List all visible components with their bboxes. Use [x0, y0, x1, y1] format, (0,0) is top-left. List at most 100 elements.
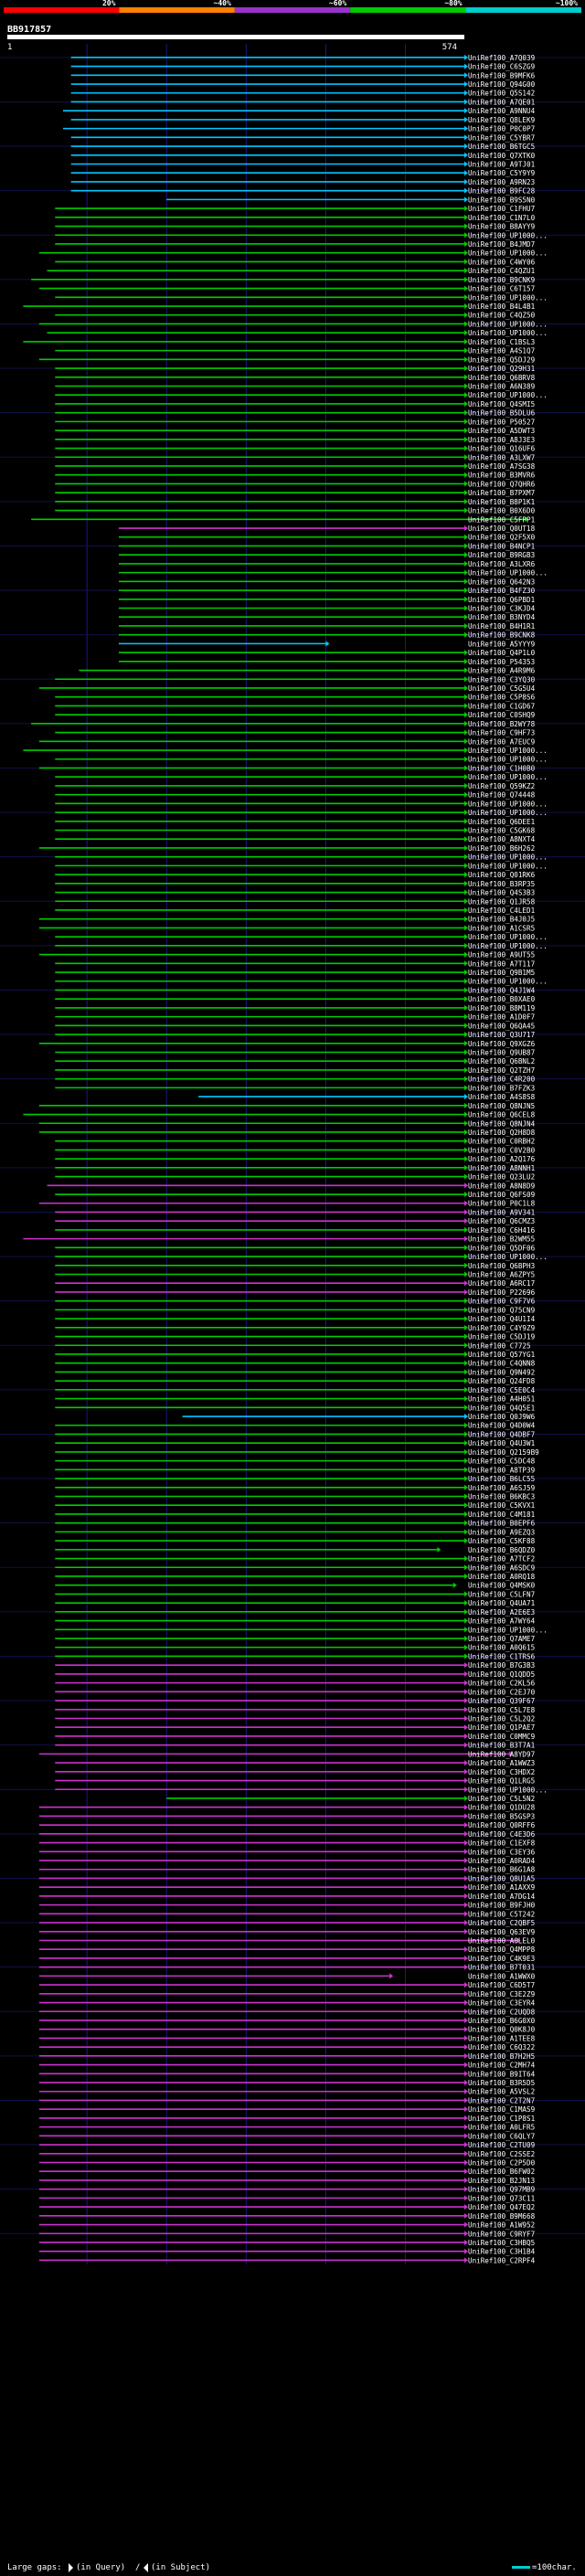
hit-row[interactable]: UniRef100_B7T031 — [38, 1964, 536, 1972]
hit-row[interactable]: UniRef100_Q8NJN5 — [38, 1102, 535, 1110]
hit-label[interactable]: UniRef100_C6H416 — [468, 1226, 536, 1235]
hit-row[interactable]: UniRef100_Q6FS09 — [55, 1191, 536, 1199]
hit-label[interactable]: UniRef100_B6LC55 — [468, 1475, 535, 1483]
hit-row[interactable]: UniRef100_C2QBF5 — [38, 1919, 535, 1927]
hit-row[interactable]: UniRef100_P0C1L8 — [38, 1200, 536, 1208]
hit-row[interactable]: UniRef100_Q9XGZ6 — [38, 1040, 536, 1048]
hit-label[interactable]: UniRef100_B6G1A8 — [468, 1866, 536, 1874]
hit-label[interactable]: UniRef100_A7WY64 — [468, 1617, 536, 1626]
hit-label[interactable]: UniRef100_B7T031 — [468, 1964, 536, 1972]
hit-row[interactable]: UniRef100_B4FZ30 — [118, 587, 536, 595]
hit-row[interactable]: UniRef100_A5DWT3 — [55, 427, 535, 435]
hit-label[interactable]: UniRef100_Q1LRG5 — [468, 1777, 535, 1786]
hit-row[interactable]: UniRef100_C4LED1 — [55, 906, 536, 915]
hit-row[interactable]: UniRef100_C6Q322 — [38, 2043, 535, 2051]
hit-row[interactable]: UniRef100_B8M119 — [55, 1004, 536, 1012]
hit-row[interactable]: UniRef100_A6RC17 — [55, 1279, 535, 1288]
hit-row[interactable]: UniRef100_C5DJ19 — [55, 1333, 536, 1341]
hit-label[interactable]: UniRef100_A5YYY9 — [468, 640, 536, 648]
hit-row[interactable]: UniRef100_C4WY06 — [55, 258, 536, 266]
hit-row[interactable]: UniRef100_C2RPF4 — [38, 2256, 536, 2264]
hit-row[interactable]: UniRef100_C2P5D0 — [38, 2159, 536, 2168]
hit-label[interactable]: UniRef100_Q24FD8 — [468, 1377, 536, 1385]
hit-label[interactable]: UniRef100_C9HF73 — [468, 729, 535, 737]
hit-label[interactable]: UniRef100_A7SG38 — [468, 462, 536, 471]
hit-label[interactable]: UniRef100_Q9N492 — [468, 1368, 535, 1376]
hit-row[interactable]: UniRef100_C4Y9Z9 — [55, 1324, 536, 1332]
hit-label[interactable]: UniRef100_C3YQ30 — [468, 675, 536, 684]
hit-label[interactable]: UniRef100_C5KF88 — [468, 1537, 536, 1545]
hit-row[interactable]: UniRef100_UP1000... — [55, 862, 548, 870]
hit-row[interactable]: UniRef100_Q5DJ29 — [38, 355, 536, 364]
hit-row[interactable]: UniRef100_B7PXM7 — [55, 489, 535, 497]
hit-label[interactable]: UniRef100_B6G0X0 — [468, 2017, 536, 2025]
hit-row[interactable]: UniRef100_Q4SMI5 — [55, 400, 535, 408]
hit-label[interactable]: UniRef100_A7T117 — [468, 959, 535, 968]
hit-row[interactable]: UniRef100_C3YQ30 — [55, 675, 536, 684]
hit-label[interactable]: UniRef100_C5P8S6 — [468, 694, 536, 702]
hit-label[interactable]: UniRef100_P0C0P7 — [468, 125, 535, 133]
hit-row[interactable]: UniRef100_B3R5D5 — [38, 2079, 535, 2087]
hit-row[interactable]: UniRef100_C6SZG9 — [70, 63, 536, 71]
hit-label[interactable]: UniRef100_A0LEL0 — [468, 1937, 536, 1945]
hit-row[interactable]: UniRef100_Q4U3W1 — [55, 1439, 536, 1447]
hit-label[interactable]: UniRef100_A9V341 — [468, 1208, 536, 1216]
hit-row[interactable]: UniRef100_B4JMD7 — [55, 240, 535, 249]
hit-label[interactable]: UniRef100_C3KJD4 — [468, 605, 536, 613]
hit-row[interactable]: UniRef100_Q7AME7 — [55, 1635, 535, 1643]
hit-row[interactable]: UniRef100_B4H1R1 — [118, 622, 536, 631]
hit-label[interactable]: UniRef100_P50527 — [468, 418, 535, 426]
hit-row[interactable]: UniRef100_Q4Q5E1 — [55, 1404, 536, 1412]
hit-row[interactable]: UniRef100_B3RP35 — [55, 880, 535, 888]
hit-label[interactable]: UniRef100_C0MMC9 — [468, 1733, 536, 1741]
hit-row[interactable]: UniRef100_A1WWZ3 — [55, 1759, 535, 1767]
hit-label[interactable]: UniRef100_B5DLU6 — [468, 409, 536, 418]
hit-label[interactable]: UniRef100_Q4Q5E1 — [468, 1404, 536, 1412]
hit-label[interactable]: UniRef100_C2P5D0 — [468, 2159, 536, 2168]
hit-label[interactable]: UniRef100_A6SDC9 — [468, 1564, 536, 1572]
hit-label[interactable]: UniRef100_Q7QHR6 — [468, 480, 536, 488]
hit-row[interactable]: UniRef100_UP1000... — [55, 800, 548, 808]
hit-row[interactable]: UniRef100_Q4MPP8 — [38, 1945, 536, 1954]
hit-label[interactable]: UniRef100_Q6BPH3 — [468, 1262, 535, 1270]
hit-row[interactable]: UniRef100_C2T2N7 — [38, 2096, 535, 2104]
hit-label[interactable]: UniRef100_A0RQ18 — [468, 1573, 536, 1581]
hit-row[interactable]: UniRef100_B3T7A1 — [55, 1742, 536, 1750]
hit-row[interactable]: UniRef100_Q8LEK9 — [70, 116, 536, 124]
hit-row[interactable]: UniRef100_Q8NJN4 — [38, 1119, 536, 1128]
hit-row[interactable]: UniRef100_UP1000... — [55, 978, 548, 986]
hit-row[interactable]: UniRef100_Q5S142 — [70, 90, 535, 98]
hit-row[interactable]: UniRef100_UP1000... — [118, 569, 548, 578]
hit-row[interactable]: UniRef100_C6T157 — [38, 285, 535, 293]
hit-row[interactable]: UniRef100_A9RN23 — [70, 178, 535, 186]
hit-row[interactable]: UniRef100_C4E3D6 — [38, 1830, 536, 1839]
hit-label[interactable]: UniRef100_Q9UB87 — [468, 1049, 535, 1057]
hit-row[interactable]: UniRef100_P54353 — [118, 658, 535, 666]
hit-row[interactable]: UniRef100_B4J0J5 — [38, 916, 535, 924]
hit-row[interactable]: UniRef100_UP1000... — [38, 320, 548, 328]
hit-row[interactable]: UniRef100_C5T242 — [38, 1910, 535, 1918]
hit-label[interactable]: UniRef100_Q47EQ2 — [468, 2203, 535, 2211]
hit-row[interactable]: UniRef100_Q1LRG5 — [55, 1777, 535, 1786]
hit-row[interactable]: UniRef100_Q74448 — [55, 791, 536, 800]
hit-label[interactable]: UniRef100_A8NXT4 — [468, 835, 536, 843]
hit-label[interactable]: UniRef100_C6QLY7 — [468, 2132, 535, 2140]
hit-row[interactable]: UniRef100_Q24FD8 — [55, 1377, 536, 1385]
hit-label[interactable]: UniRef100_C1N7L0 — [468, 214, 536, 222]
hit-label[interactable]: UniRef100_A4H051 — [468, 1395, 536, 1404]
hit-label[interactable]: UniRef100_C5LFN7 — [468, 1590, 535, 1598]
hit-row[interactable]: UniRef100_B2JN13 — [38, 2177, 535, 2185]
hit-row[interactable]: UniRef100_Q4J1W4 — [55, 986, 536, 994]
hit-row[interactable]: UniRef100_C6H416 — [55, 1226, 536, 1235]
hit-row[interactable]: UniRef100_A4S1Q7 — [55, 347, 535, 355]
hit-label[interactable]: UniRef100_B8P1K1 — [468, 498, 536, 506]
hit-label[interactable]: UniRef100_C4QZU1 — [468, 267, 536, 275]
hit-label[interactable]: UniRef100_B3R5D5 — [468, 2079, 535, 2087]
hit-label[interactable]: UniRef100_B6TGC5 — [468, 143, 535, 151]
hit-row[interactable]: UniRef100_C0SHQ9 — [55, 711, 536, 719]
hit-label[interactable]: UniRef100_C2TU09 — [468, 2141, 536, 2149]
hit-row[interactable]: UniRef100_UP1000... — [55, 231, 548, 239]
hit-label[interactable]: UniRef100_C0RBH2 — [468, 1138, 535, 1146]
hit-row[interactable]: UniRef100_C2KL56 — [55, 1680, 536, 1688]
hit-label[interactable]: UniRef100_Q7XTK0 — [468, 152, 536, 160]
